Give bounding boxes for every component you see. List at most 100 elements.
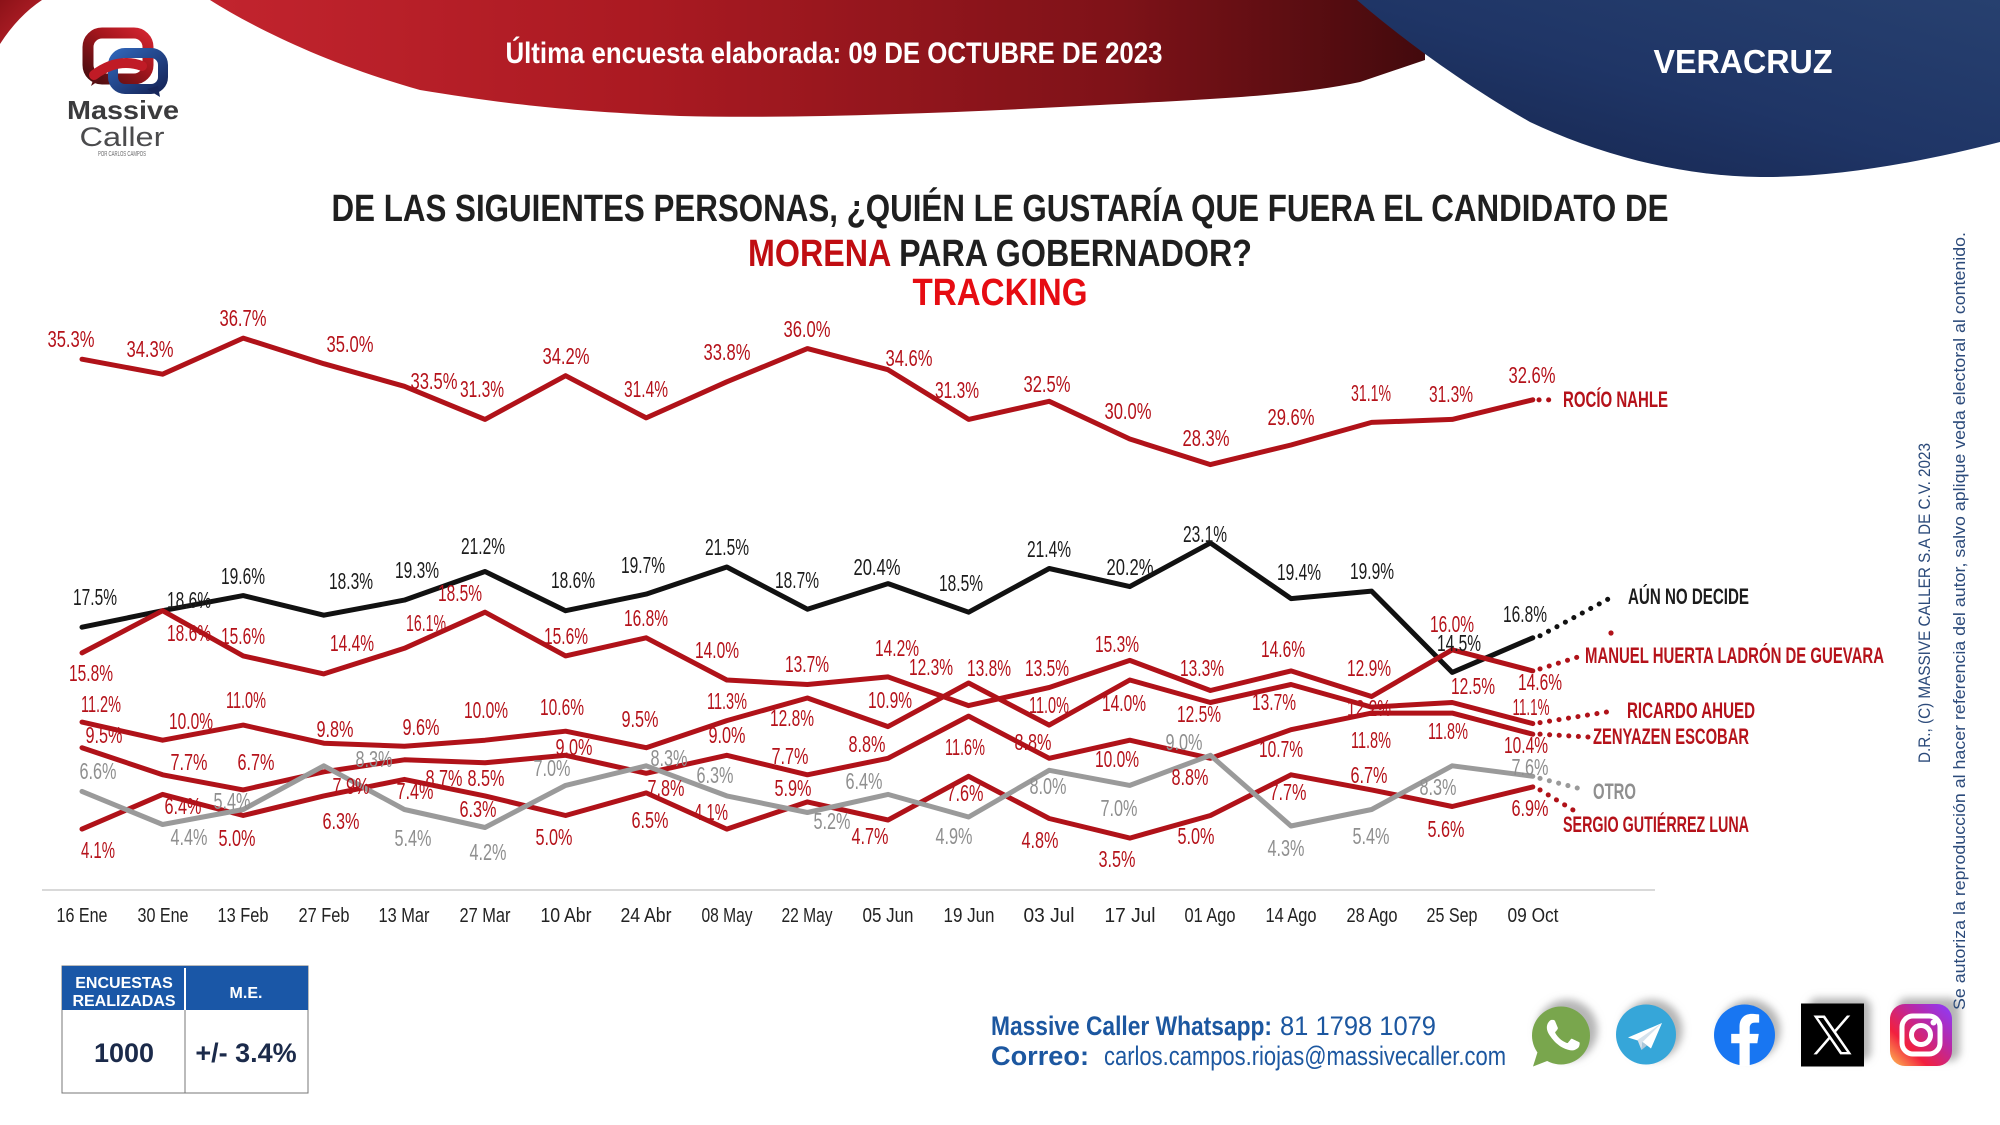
svg-text:11.0%: 11.0%	[226, 687, 266, 713]
svg-text:15.8%: 15.8%	[69, 660, 113, 686]
svg-text:Se autoriza la reproducción al: Se autoriza la reproducción al hacer ref…	[1950, 232, 1969, 1010]
svg-text:4.1%: 4.1%	[81, 837, 115, 863]
svg-text:6.4%: 6.4%	[165, 793, 202, 819]
svg-text:5.0%: 5.0%	[536, 824, 573, 850]
svg-text:19.9%: 19.9%	[1350, 558, 1394, 584]
svg-text:Última encuesta elaborada: 09: Última encuesta elaborada: 09 DE OCTUBRE…	[506, 36, 1163, 70]
svg-text:16.0%: 16.0%	[1430, 611, 1474, 637]
svg-text:9.0%: 9.0%	[1166, 729, 1203, 755]
svg-text:18.6%: 18.6%	[551, 567, 595, 593]
svg-text:12.3%: 12.3%	[909, 654, 953, 680]
svg-text:27 Mar: 27 Mar	[460, 905, 511, 927]
svg-text:31.3%: 31.3%	[1429, 381, 1473, 407]
svg-text:13.7%: 13.7%	[1252, 689, 1296, 715]
svg-text:10 Abr: 10 Abr	[541, 905, 592, 927]
svg-text:31.1%: 31.1%	[1351, 380, 1391, 406]
svg-text:20.4%: 20.4%	[854, 554, 901, 580]
svg-text:13.7%: 13.7%	[785, 651, 829, 677]
svg-text:5.9%: 5.9%	[775, 775, 812, 801]
svg-text:16.8%: 16.8%	[1503, 601, 1547, 627]
svg-text:11.6%: 11.6%	[945, 734, 985, 760]
svg-text:7.7%: 7.7%	[772, 743, 809, 769]
svg-text:7.8%: 7.8%	[648, 775, 685, 801]
svg-text:29.6%: 29.6%	[1268, 404, 1315, 430]
svg-text:5.6%: 5.6%	[1428, 816, 1465, 842]
svg-text:4.8%: 4.8%	[1022, 827, 1059, 853]
svg-text:DE LAS SIGUIENTES PERSONAS, ¿Q: DE LAS SIGUIENTES PERSONAS, ¿QUIÉN LE GU…	[332, 186, 1669, 230]
svg-text:16 Ene: 16 Ene	[57, 905, 108, 927]
svg-text:SERGIO GUTIÉRREZ LUNA: SERGIO GUTIÉRREZ LUNA	[1563, 812, 1749, 837]
svg-text:14.0%: 14.0%	[695, 637, 739, 663]
svg-text:33.5%: 33.5%	[411, 368, 458, 394]
svg-text:6.5%: 6.5%	[632, 807, 669, 833]
svg-text:12.9%: 12.9%	[1347, 655, 1391, 681]
svg-text:19.7%: 19.7%	[621, 552, 665, 578]
svg-text:6.7%: 6.7%	[1351, 762, 1388, 788]
svg-text:34.6%: 34.6%	[886, 345, 933, 371]
svg-text:30 Ene: 30 Ene	[138, 905, 189, 927]
svg-text:16.8%: 16.8%	[624, 605, 668, 631]
svg-text:30.0%: 30.0%	[1105, 398, 1152, 424]
svg-text:35.0%: 35.0%	[327, 331, 374, 357]
svg-text:4.2%: 4.2%	[470, 839, 507, 865]
svg-text:Massive: Massive	[67, 95, 179, 125]
svg-text:12.5%: 12.5%	[1451, 673, 1495, 699]
svg-text:5.2%: 5.2%	[814, 808, 851, 834]
svg-text:ZENYAZEN ESCOBAR: ZENYAZEN ESCOBAR	[1593, 724, 1749, 749]
svg-text:19.6%: 19.6%	[221, 563, 265, 589]
svg-text:5.4%: 5.4%	[214, 788, 251, 814]
svg-text:REALIZADAS: REALIZADAS	[72, 993, 175, 1010]
svg-text:7.7%: 7.7%	[1270, 779, 1307, 805]
svg-text:6.3%: 6.3%	[697, 762, 734, 788]
svg-text:23.1%: 23.1%	[1183, 521, 1227, 547]
svg-text:8.3%: 8.3%	[651, 745, 688, 771]
svg-text:3.5%: 3.5%	[1099, 846, 1136, 872]
svg-text:14 Ago: 14 Ago	[1266, 905, 1317, 927]
svg-text:6.3%: 6.3%	[460, 796, 497, 822]
svg-text:08 May: 08 May	[702, 905, 753, 927]
svg-text:5.4%: 5.4%	[395, 825, 432, 851]
svg-text:81 1798 1079: 81 1798 1079	[1280, 1011, 1436, 1041]
svg-text:9.6%: 9.6%	[403, 714, 440, 740]
svg-text:05 Jun: 05 Jun	[863, 905, 914, 927]
svg-text:11.8%: 11.8%	[1428, 718, 1468, 744]
svg-text:10.4%: 10.4%	[1504, 732, 1548, 758]
svg-text:12.2%: 12.2%	[1347, 695, 1391, 721]
svg-text:09 Oct: 09 Oct	[1508, 905, 1559, 927]
svg-text:8.3%: 8.3%	[356, 746, 393, 772]
svg-text:18.6%: 18.6%	[167, 587, 211, 613]
svg-text:15.3%: 15.3%	[1095, 631, 1139, 657]
svg-text:9.8%: 9.8%	[317, 716, 354, 742]
svg-text:11.2%: 11.2%	[81, 691, 121, 717]
svg-text:6.3%: 6.3%	[323, 808, 360, 834]
svg-text:Correo:: Correo:	[991, 1041, 1089, 1071]
svg-text:ENCUESTAS: ENCUESTAS	[75, 975, 173, 992]
svg-text:8.8%: 8.8%	[1172, 764, 1209, 790]
svg-text:13.3%: 13.3%	[1180, 655, 1224, 681]
svg-text:22 May: 22 May	[782, 905, 833, 927]
svg-text:7.4%: 7.4%	[397, 778, 434, 804]
svg-text:11.1%: 11.1%	[1513, 694, 1550, 720]
svg-text:14.6%: 14.6%	[1518, 669, 1562, 695]
svg-text:7.6%: 7.6%	[1512, 754, 1549, 780]
svg-text:10.6%: 10.6%	[540, 694, 584, 720]
svg-text:6.6%: 6.6%	[80, 758, 117, 784]
svg-text:19 Jun: 19 Jun	[944, 905, 995, 927]
svg-text:10.0%: 10.0%	[169, 708, 213, 734]
svg-text:11.3%: 11.3%	[707, 688, 747, 714]
svg-text:6.9%: 6.9%	[1512, 795, 1549, 821]
svg-text:31.3%: 31.3%	[935, 377, 979, 403]
svg-text:13.8%: 13.8%	[967, 655, 1011, 681]
svg-text:4.7%: 4.7%	[852, 823, 889, 849]
svg-text:M.E.: M.E.	[230, 985, 263, 1002]
svg-text:14.6%: 14.6%	[1261, 636, 1305, 662]
svg-text:TRACKING: TRACKING	[913, 272, 1088, 314]
svg-text:21.2%: 21.2%	[461, 533, 505, 559]
svg-text:35.3%: 35.3%	[48, 326, 95, 352]
svg-text:VERACRUZ: VERACRUZ	[1654, 43, 1833, 80]
svg-text:MORENA PARA GOBERNADOR?: MORENA PARA GOBERNADOR?	[748, 233, 1252, 275]
svg-text:Massive Caller Whatsapp:: Massive Caller Whatsapp:	[991, 1011, 1272, 1041]
svg-text:11.8%: 11.8%	[1351, 727, 1391, 753]
svg-text:14.4%: 14.4%	[330, 630, 374, 656]
svg-text:27 Feb: 27 Feb	[299, 905, 350, 927]
